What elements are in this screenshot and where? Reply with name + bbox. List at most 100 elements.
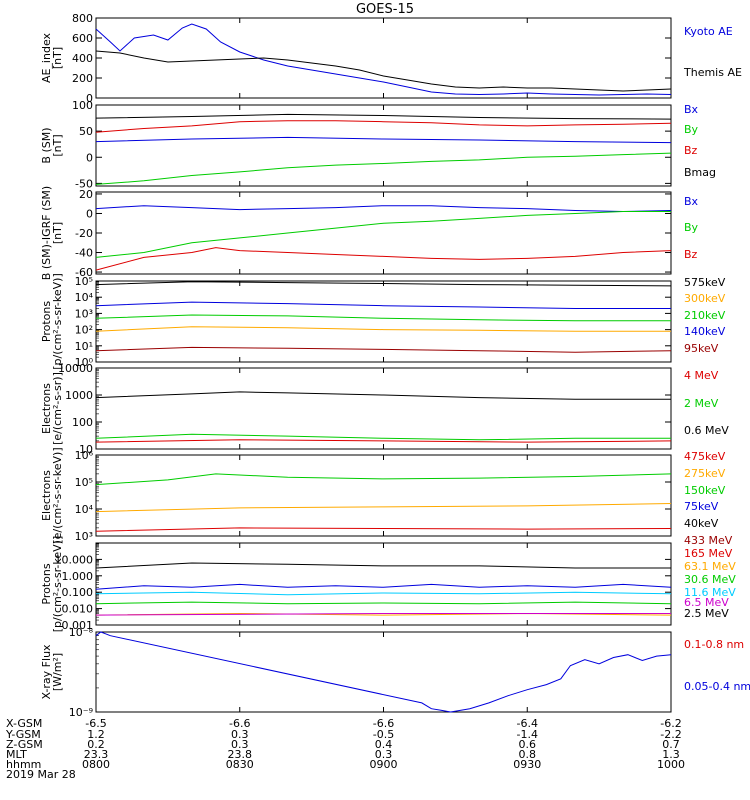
y-tick-label: 10⁻⁹ bbox=[69, 706, 93, 719]
panel-bigrf: -60 -40 -20 0 20 B (SM)-IGRF (SM)[nT] Bx By Bz bbox=[40, 186, 699, 280]
y-tick-label: 10⁰ bbox=[75, 356, 94, 369]
x-tick-label: -0.5 bbox=[373, 728, 394, 741]
legend-entry: 575keV bbox=[684, 276, 726, 289]
y-tick-label: 20 bbox=[79, 188, 93, 201]
series-line-Bmag bbox=[95, 113, 672, 120]
x-tick-label: 0900 bbox=[370, 758, 398, 771]
y-tick-label: 10⁴ bbox=[75, 291, 94, 304]
legend-entry: Bx bbox=[684, 195, 699, 208]
y-tick-label: 200 bbox=[72, 72, 93, 85]
y-tick-label: 10⁵ bbox=[75, 476, 93, 489]
x-tick-label: 0800 bbox=[82, 758, 110, 771]
x-tick-label: 1.2 bbox=[87, 728, 105, 741]
y-tick-label: -50 bbox=[75, 177, 93, 190]
x-tick-label: 0.2 bbox=[87, 738, 105, 751]
y-axis-label: [e/(cm²-s-sr-keV)] bbox=[51, 447, 64, 543]
panel-protons1: 10⁰ 10¹ 10² 10³ 10⁴ 10⁵ Protons[p/(cm²-s-sr-ke… bbox=[40, 273, 726, 370]
panel-frame bbox=[95, 631, 672, 713]
legend-entry: Bz bbox=[684, 144, 698, 157]
series-line-4-MeV bbox=[95, 439, 672, 443]
series-line-Bz bbox=[95, 120, 672, 133]
x-tick-label: 0.3 bbox=[231, 738, 249, 751]
x-tick-label: 0.3 bbox=[375, 748, 393, 761]
series-line-By bbox=[95, 211, 671, 258]
y-tick-label: 0.001 bbox=[62, 619, 94, 632]
y-axis-label: X-ray Flux bbox=[40, 644, 53, 700]
x-tick-label: -6.6 bbox=[229, 717, 250, 730]
y-tick-label: 800 bbox=[72, 12, 93, 25]
y-tick-label: 50 bbox=[79, 125, 93, 138]
legend-entry: Kyoto AE bbox=[684, 25, 733, 38]
legend-entry: 210keV bbox=[684, 309, 726, 322]
series-line-0.6-MeV bbox=[95, 391, 671, 400]
x-tick-label: 1000 bbox=[657, 758, 685, 771]
panel-frame bbox=[95, 454, 672, 537]
series-line-Themis-AE bbox=[95, 50, 672, 92]
legend-entry: Bmag bbox=[684, 166, 716, 179]
x-tick-label: -6.2 bbox=[660, 717, 681, 730]
legend-entry: Themis AE bbox=[683, 66, 742, 79]
legend-entry: 2.5 MeV bbox=[684, 607, 729, 620]
series-line-475keV bbox=[95, 527, 672, 532]
legend-entry: 433 MeV bbox=[684, 534, 733, 547]
y-axis-label: [p/(cm²-s-sr-keV)] bbox=[51, 273, 64, 370]
legend-entry: Bz bbox=[684, 248, 698, 261]
chart-title: GOES-15 bbox=[356, 2, 414, 17]
x-tick-label: -6.4 bbox=[517, 717, 538, 730]
y-axis-label: Protons bbox=[40, 301, 53, 342]
legend-entry: By bbox=[684, 123, 699, 136]
y-tick-label: 0 bbox=[86, 207, 93, 220]
series-line-Bx bbox=[95, 205, 672, 213]
y-axis-label: B (SM) bbox=[40, 127, 53, 163]
y-tick-label: 10.000 bbox=[55, 553, 94, 566]
y-axis-label: [e/(cm²-s-sr)] bbox=[51, 372, 64, 445]
series-line-Kyoto-AE bbox=[95, 23, 672, 96]
y-axis-label: Electrons bbox=[40, 470, 53, 521]
y-tick-label: 0 bbox=[86, 151, 93, 164]
y-axis-label: [nT] bbox=[51, 222, 64, 244]
y-axis-label: [nT] bbox=[51, 47, 64, 69]
series-line-Bx bbox=[95, 136, 672, 144]
x-tick-label: -6.6 bbox=[373, 717, 394, 730]
legend-entry: 275keV bbox=[684, 467, 726, 480]
legend-entry: 40keV bbox=[684, 517, 719, 530]
x-tick-label: 0.6 bbox=[519, 738, 537, 751]
y-tick-label: 10³ bbox=[75, 530, 93, 543]
series-line-2.5-MeV bbox=[95, 562, 671, 569]
panel-frame bbox=[95, 542, 672, 626]
date-label: 2019 Mar 28 bbox=[6, 768, 76, 781]
series-line-140keV bbox=[95, 301, 671, 309]
x-tick-label: -1.4 bbox=[517, 728, 538, 741]
series-line-150keV bbox=[95, 473, 672, 486]
y-tick-label: 100 bbox=[72, 99, 93, 112]
y-axis-label: Protons bbox=[40, 563, 53, 604]
legend-entry: 30.6 MeV bbox=[684, 573, 736, 586]
series-line-63.1-MeV bbox=[95, 612, 672, 616]
legend-entry: 300keV bbox=[684, 292, 726, 305]
panel-bsm: -50 0 50 100 B (SM)[nT] Bx By Bz Bmag bbox=[40, 99, 716, 190]
y-axis-label: [W/m²] bbox=[51, 653, 64, 691]
y-tick-label: 0 bbox=[86, 92, 93, 105]
y-tick-label: 10⁻⁸ bbox=[69, 626, 94, 639]
panel-electrons1: 10 100 1000 10000 Electrons[e/(cm²-s-sr)] 4 M… bbox=[40, 362, 729, 456]
series-line-By bbox=[95, 152, 672, 185]
y-tick-label: -40 bbox=[75, 247, 93, 260]
series-line-275keV bbox=[95, 503, 672, 513]
legend-entry: Bx bbox=[684, 103, 699, 116]
series-line-unlabeled bbox=[95, 583, 672, 590]
y-axis-label: Electrons bbox=[40, 383, 53, 434]
x-row-label: X-GSM bbox=[6, 717, 42, 730]
y-tick-label: 10³ bbox=[75, 307, 93, 320]
x-row-label: MLT bbox=[6, 748, 27, 761]
y-tick-label: 1.000 bbox=[62, 570, 94, 583]
x-tick-label: -2.2 bbox=[660, 728, 681, 741]
series-line-575keV bbox=[95, 281, 672, 287]
y-tick-label: 10⁶ bbox=[75, 449, 94, 462]
legend-entry: 150keV bbox=[684, 484, 726, 497]
x-row-label: Y-GSM bbox=[5, 728, 41, 741]
y-tick-label: 10⁵ bbox=[75, 275, 93, 288]
legend-entry: 140keV bbox=[684, 325, 726, 338]
series-line-300keV bbox=[95, 326, 671, 332]
series-line-95keV bbox=[95, 346, 672, 353]
